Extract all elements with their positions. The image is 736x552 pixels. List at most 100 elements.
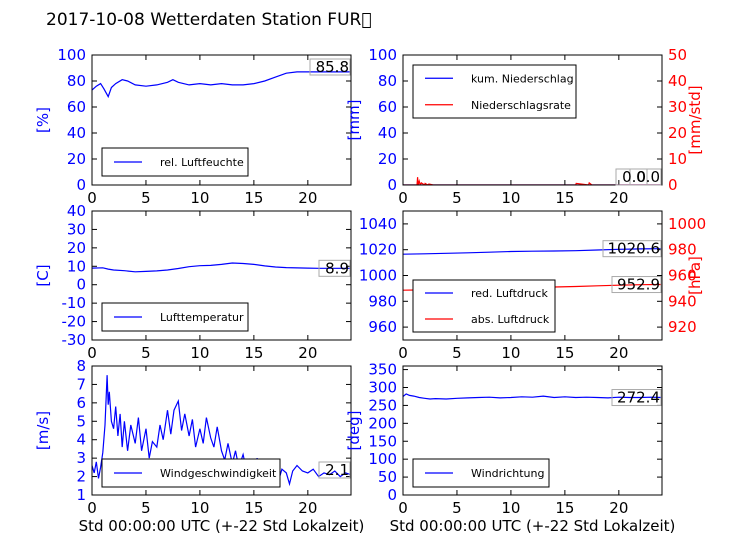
x-tick-label: 5 (452, 499, 462, 517)
y-tick-label: 100 (368, 46, 397, 64)
y-tick-label: 20 (67, 239, 86, 257)
x-tick-label: 10 (501, 344, 520, 362)
last-value-label: 272.4 (617, 389, 660, 407)
last-value-label: 2.1 (325, 461, 349, 479)
y2-tick-label: 0 (668, 176, 678, 194)
x-tick-label: 15 (244, 344, 263, 362)
series-line-rel-luftfeuchte (92, 71, 351, 99)
last-value-label: 952.9 (617, 276, 660, 294)
y-tick-label: 80 (378, 72, 397, 90)
legend-label: abs. Luftdruck (471, 313, 550, 326)
y2-tick-label: 40 (668, 72, 687, 90)
last-value-label: 1020.6 (608, 240, 661, 258)
y-tick-label: 20 (378, 150, 397, 168)
y-axis-label: [mm] (345, 100, 363, 141)
legend-label: red. Luftdruck (471, 287, 548, 300)
y2-axis-label: [mm/std] (686, 85, 704, 154)
plot-frame (91, 210, 352, 341)
legend-box (412, 64, 577, 119)
y-tick-label: 0 (76, 276, 86, 294)
y-tick-label: 0 (387, 486, 397, 504)
y-tick-label: 300 (368, 379, 397, 397)
x-tick-label: 10 (190, 499, 209, 517)
y-tick-label: 30 (67, 220, 86, 238)
panel-temperature (91, 210, 352, 341)
panel-wind_speed (91, 365, 352, 496)
y-axis-label: [C] (34, 264, 52, 286)
plot-frame (402, 365, 663, 496)
x-tick-label: 15 (244, 499, 263, 517)
x-tick-label: 5 (141, 344, 151, 362)
legend-label: rel. Luftfeuchte (160, 156, 244, 169)
y-tick-label: 8 (76, 357, 86, 375)
y-tick-label: 980 (368, 292, 397, 310)
y-tick-label: 40 (378, 124, 397, 142)
x-tick-label: 15 (555, 344, 574, 362)
x-tick-label: 5 (452, 189, 462, 207)
y-tick-label: 1000 (359, 267, 397, 285)
x-tick-label: 0 (87, 189, 97, 207)
last-value-label: 0.0 (622, 168, 646, 186)
y-tick-label: 80 (67, 72, 86, 90)
y-tick-label: 1 (76, 486, 86, 504)
last-value-box (611, 389, 662, 407)
figure-title: 2017-10-08 Wetterdaten Station FUR  (46, 10, 372, 30)
plot-frame (91, 54, 352, 186)
legend-label: Lufttemperatur (160, 311, 244, 324)
plot-frame (402, 54, 663, 186)
y-axis-label: [%] (34, 107, 52, 133)
last-value-label: 8.9 (325, 259, 349, 277)
y2-tick-label: 20 (668, 124, 687, 142)
y-tick-label: 100 (57, 46, 86, 64)
x-tick-label: 15 (244, 189, 263, 207)
y2-axis-label: [hPa] (686, 256, 704, 295)
panel-humidity (91, 54, 352, 186)
y-tick-label: 0 (387, 176, 397, 194)
panel-pressure (402, 210, 663, 341)
x-axis-label: Std 00:00:00 UTC (+-22 Std Lokalzeit) (390, 517, 676, 535)
x-tick-label: 15 (555, 189, 574, 207)
y-tick-label: 350 (368, 361, 397, 379)
y-tick-label: 2 (76, 468, 86, 486)
last-value-label: 85.8 (316, 58, 349, 76)
x-tick-label: 0 (398, 499, 408, 517)
y2-tick-label: 50 (668, 46, 687, 64)
series-line-red-luftdruck (403, 248, 662, 255)
y-tick-label: 250 (368, 396, 397, 414)
y-tick-label: 6 (76, 394, 86, 412)
y-tick-label: 0 (76, 176, 86, 194)
y2-tick-label: 940 (668, 292, 697, 310)
x-tick-label: 10 (501, 189, 520, 207)
y2-tick-label: 920 (668, 318, 697, 336)
x-tick-label: 20 (609, 344, 628, 362)
x-tick-label: 15 (555, 499, 574, 517)
y-tick-label: 60 (67, 98, 86, 116)
y2-tick-label: 30 (668, 98, 687, 116)
y-tick-label: 7 (76, 375, 86, 393)
x-tick-label: 20 (298, 344, 317, 362)
x-axis-label: Std 00:00:00 UTC (+-22 Std Lokalzeit) (79, 517, 365, 535)
y-tick-label: 1040 (359, 215, 397, 233)
y-tick-label: 50 (378, 468, 397, 486)
y2-tick-label: 10 (668, 150, 687, 168)
last-value-box (629, 168, 662, 186)
x-tick-label: 10 (190, 344, 209, 362)
x-tick-label: 20 (609, 499, 628, 517)
y2-tick-label: 1000 (668, 215, 706, 233)
x-tick-label: 0 (87, 344, 97, 362)
last-value-box (309, 58, 351, 76)
y-tick-label: 960 (368, 318, 397, 336)
x-tick-label: 10 (190, 189, 209, 207)
last-value-label: 0.0 (636, 168, 660, 186)
y-tick-label: 40 (67, 202, 86, 220)
y-tick-label: 40 (67, 124, 86, 142)
x-tick-label: 5 (141, 189, 151, 207)
y-tick-label: 100 (368, 450, 397, 468)
plot-frame (91, 365, 352, 496)
y-tick-label: 5 (76, 412, 86, 430)
y-tick-label: 150 (368, 432, 397, 450)
x-tick-label: 5 (452, 344, 462, 362)
x-tick-label: 0 (398, 344, 408, 362)
y-axis-label: [deg] (345, 411, 363, 451)
